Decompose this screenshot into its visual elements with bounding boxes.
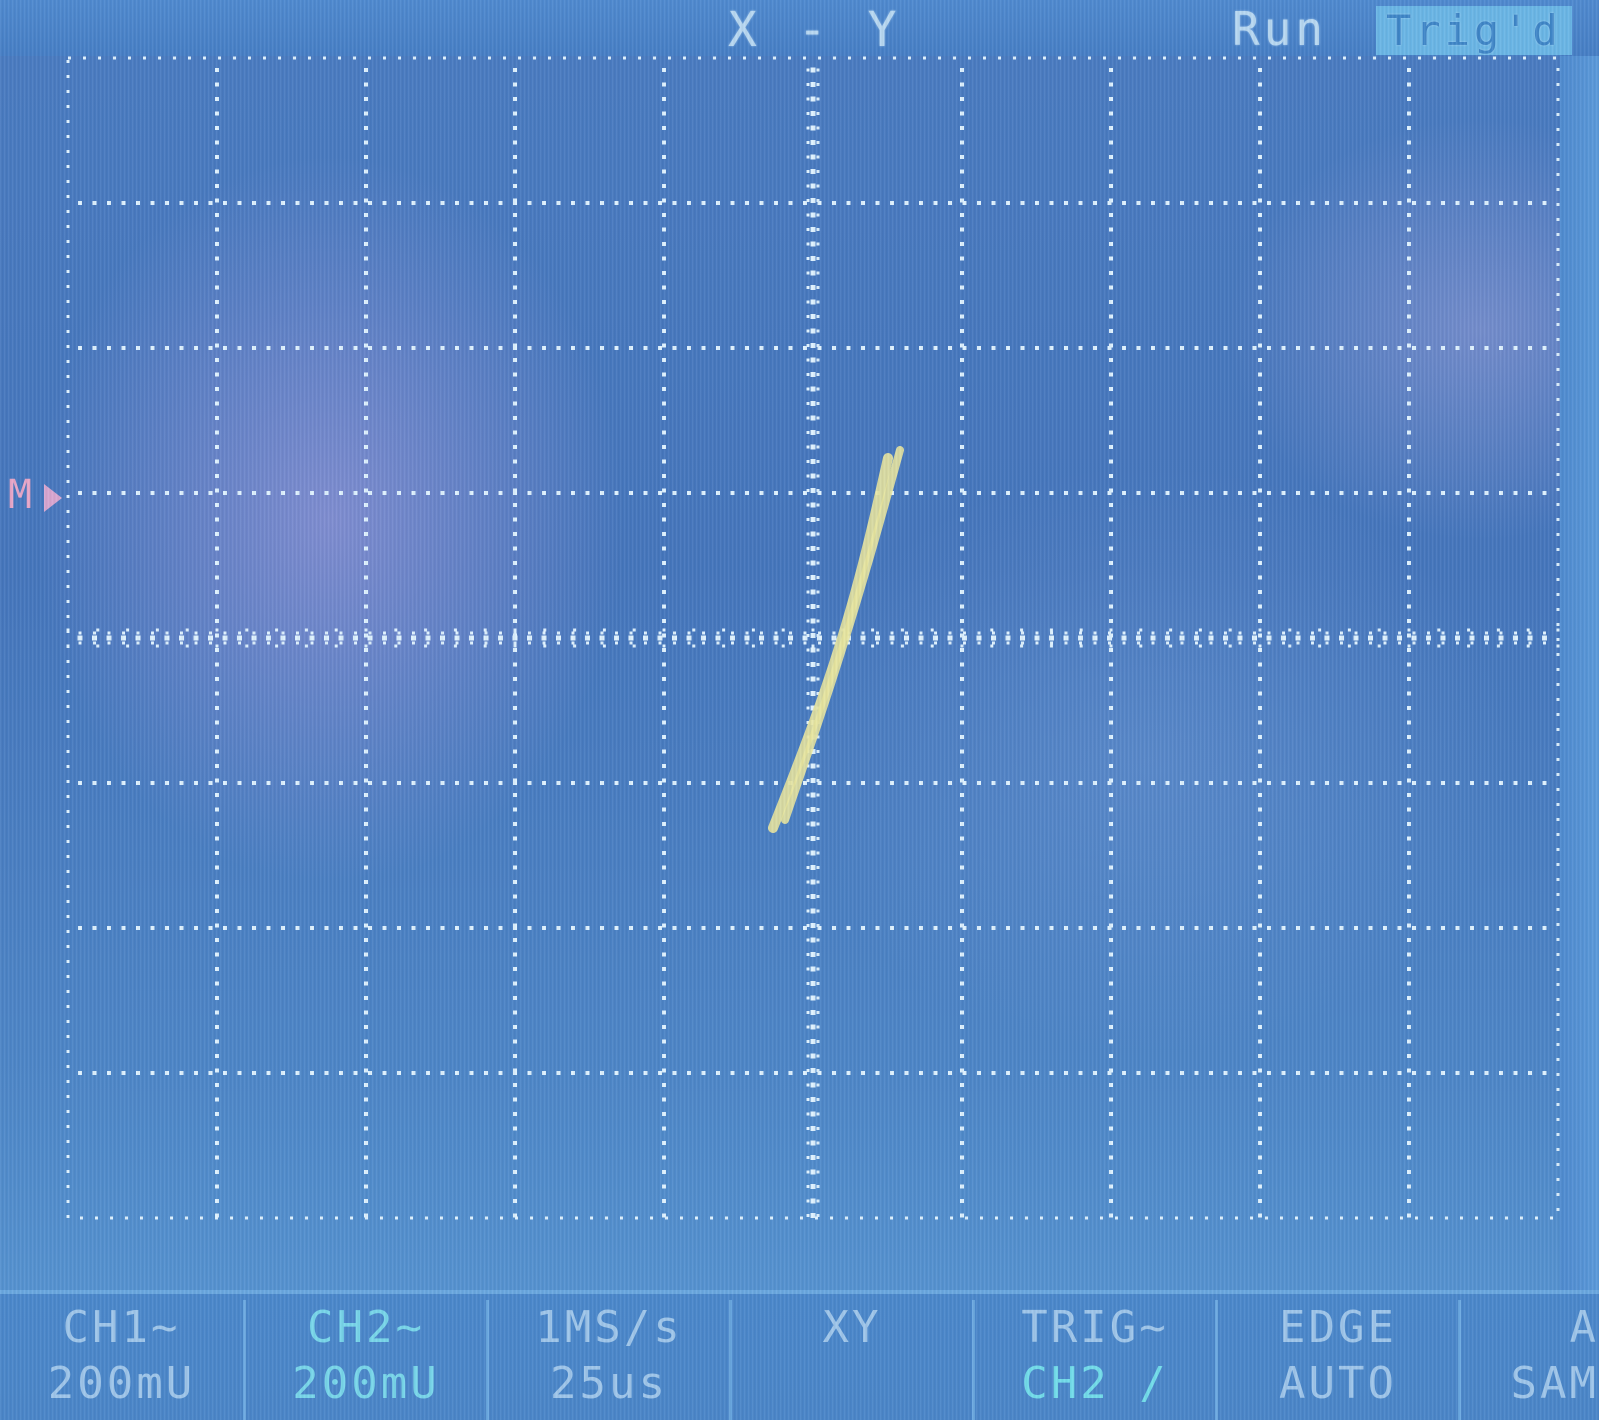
menu-time-per-div: 25us	[550, 1358, 668, 1409]
menu-ch1-value: 200mU	[47, 1358, 196, 1409]
xy-trace	[768, 446, 904, 833]
menu-trigger-source: CH2 /	[1021, 1358, 1169, 1409]
menu-acquire[interactable]: A SAM	[1461, 1300, 1599, 1420]
menu-trigger[interactable]: TRIG~ CH2 /	[975, 1300, 1218, 1420]
marker-arrow-icon	[44, 484, 62, 512]
menu-xy-label: XY	[822, 1302, 882, 1353]
menu-acquire-label: A	[1569, 1302, 1599, 1353]
menu-ch1[interactable]: CH1~ 200mU	[0, 1300, 246, 1420]
graticule-border	[66, 56, 1560, 1220]
run-status: Run	[1232, 2, 1328, 56]
graticule	[66, 56, 1560, 1220]
menu-timebase[interactable]: 1MS/s 25us	[489, 1300, 732, 1420]
menu-ch2-value: 200mU	[292, 1358, 440, 1409]
xy-trace-segment	[781, 446, 904, 824]
graticule-frame	[66, 56, 1560, 1220]
menu-ch1-label: CH1~	[62, 1302, 181, 1353]
menu-ch2-label: CH2~	[307, 1302, 425, 1353]
graticule-dots	[66, 67, 1560, 1218]
trigger-state-badge: Trig'd	[1376, 6, 1572, 55]
right-edge-panel	[1560, 56, 1599, 1290]
display-mode-title: X - Y	[728, 2, 903, 58]
top-status-bar: X - Y Run Trig'd	[0, 0, 1599, 58]
menu-edge-label: EDGE	[1279, 1302, 1397, 1353]
menu-sample-rate: 1MS/s	[535, 1302, 683, 1353]
menu-acquire-mode: SAM	[1510, 1358, 1599, 1409]
menu-display-mode[interactable]: XY	[732, 1300, 975, 1420]
menu-trigger-mode: AUTO	[1279, 1358, 1397, 1409]
menu-trigger-label: TRIG~	[1021, 1302, 1169, 1353]
trigger-position-marker: M	[8, 472, 33, 518]
menu-trigger-type[interactable]: EDGE AUTO	[1218, 1300, 1461, 1420]
menu-ch2[interactable]: CH2~ 200mU	[246, 1300, 489, 1420]
bottom-menu-bar: CH1~ 200mU CH2~ 200mU 1MS/s 25us XY TRIG…	[0, 1290, 1599, 1420]
